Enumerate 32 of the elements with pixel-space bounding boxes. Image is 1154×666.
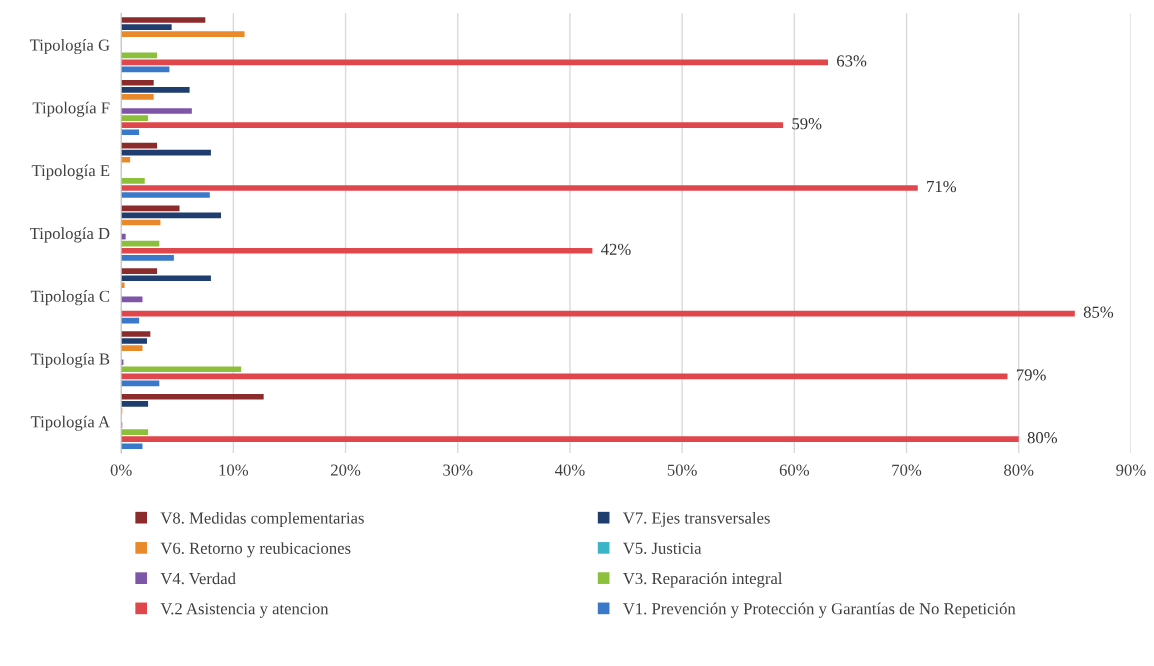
y-tick-label: Tipología C	[30, 290, 110, 306]
legend-label: V3. Reparación integral	[622, 572, 783, 588]
x-tick-label: 70%	[892, 464, 922, 476]
y-tick-label: Tipología G	[29, 38, 110, 55]
x-tick-label: 20%	[331, 464, 361, 476]
x-tick-label: 30%	[443, 464, 473, 476]
y-tick-label: Tipología B	[30, 352, 110, 369]
y-tick-label: Tipología D	[29, 227, 110, 243]
data-label: 85%	[1083, 306, 1114, 318]
data-label: 79%	[1016, 369, 1046, 381]
data-label: 42%	[601, 243, 631, 255]
legend-label: V8. Medidas complementarias	[160, 511, 364, 528]
data-label: 63%	[837, 55, 867, 67]
y-tick-label: Tipología E	[31, 164, 110, 180]
data-label: 80%	[1027, 432, 1058, 444]
x-tick-label: 50%	[667, 464, 697, 476]
x-tick-label: 40%	[555, 464, 585, 476]
legend-label: V1. Prevención y Protección y Garantías de No Repetición	[622, 602, 1016, 618]
legend-label: V.2 Asistencia y atencion	[160, 603, 329, 618]
x-tick-label: 80%	[1004, 464, 1034, 476]
x-tick-label: 60%	[779, 464, 810, 476]
x-tick-label: 10%	[219, 464, 249, 476]
y-tick-label: Tipología A	[30, 415, 110, 431]
x-tick-label: 90%	[1116, 464, 1146, 476]
data-label: 71%	[927, 180, 957, 193]
x-tick-label: 0%	[110, 464, 132, 476]
legend-label: V6. Retorno y reubicaciones	[160, 542, 351, 558]
legend-label: V5. Justicia	[622, 542, 702, 554]
y-tick-label: Tipología F	[32, 101, 110, 117]
data-label: 59%	[792, 118, 822, 130]
legend-label: V7. Ejes transversales	[622, 511, 770, 528]
legend-label: V4. Verdad	[160, 572, 236, 585]
